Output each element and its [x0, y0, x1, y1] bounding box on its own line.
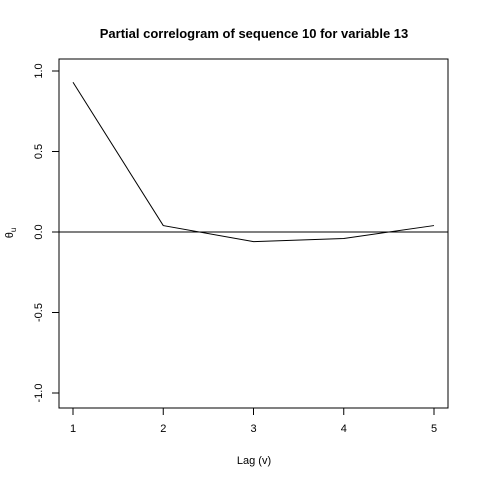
- x-axis-label: Lag (v): [237, 455, 271, 467]
- x-tick-label: 1: [70, 423, 76, 435]
- y-axis: -1.0 -0.5 0.0 0.5 1.0: [33, 63, 60, 403]
- x-tick-label: 4: [341, 423, 347, 435]
- y-axis-label-symbol: θ: [4, 232, 16, 238]
- y-tick-label: 1.0: [33, 63, 45, 78]
- y-tick-label: -0.5: [33, 303, 45, 322]
- x-axis: 1 2 3 4 5: [70, 407, 437, 435]
- series-line: [72, 82, 435, 243]
- y-axis-label: θu: [4, 228, 18, 239]
- y-axis-label-subscript: u: [9, 228, 18, 232]
- x-tick-label: 3: [250, 423, 256, 435]
- chart-title: Partial correlogram of sequence 10 for v…: [100, 26, 409, 41]
- y-tick-label: -1.0: [33, 384, 45, 403]
- y-axis-label-group: θu: [4, 228, 18, 239]
- x-tick-label: 2: [160, 423, 166, 435]
- y-tick-label: 0.0: [33, 224, 45, 239]
- series-layer: [72, 82, 435, 243]
- plot-frame: [58, 58, 449, 409]
- x-tick-label: 5: [431, 423, 437, 435]
- y-tick-label: 0.5: [33, 144, 45, 159]
